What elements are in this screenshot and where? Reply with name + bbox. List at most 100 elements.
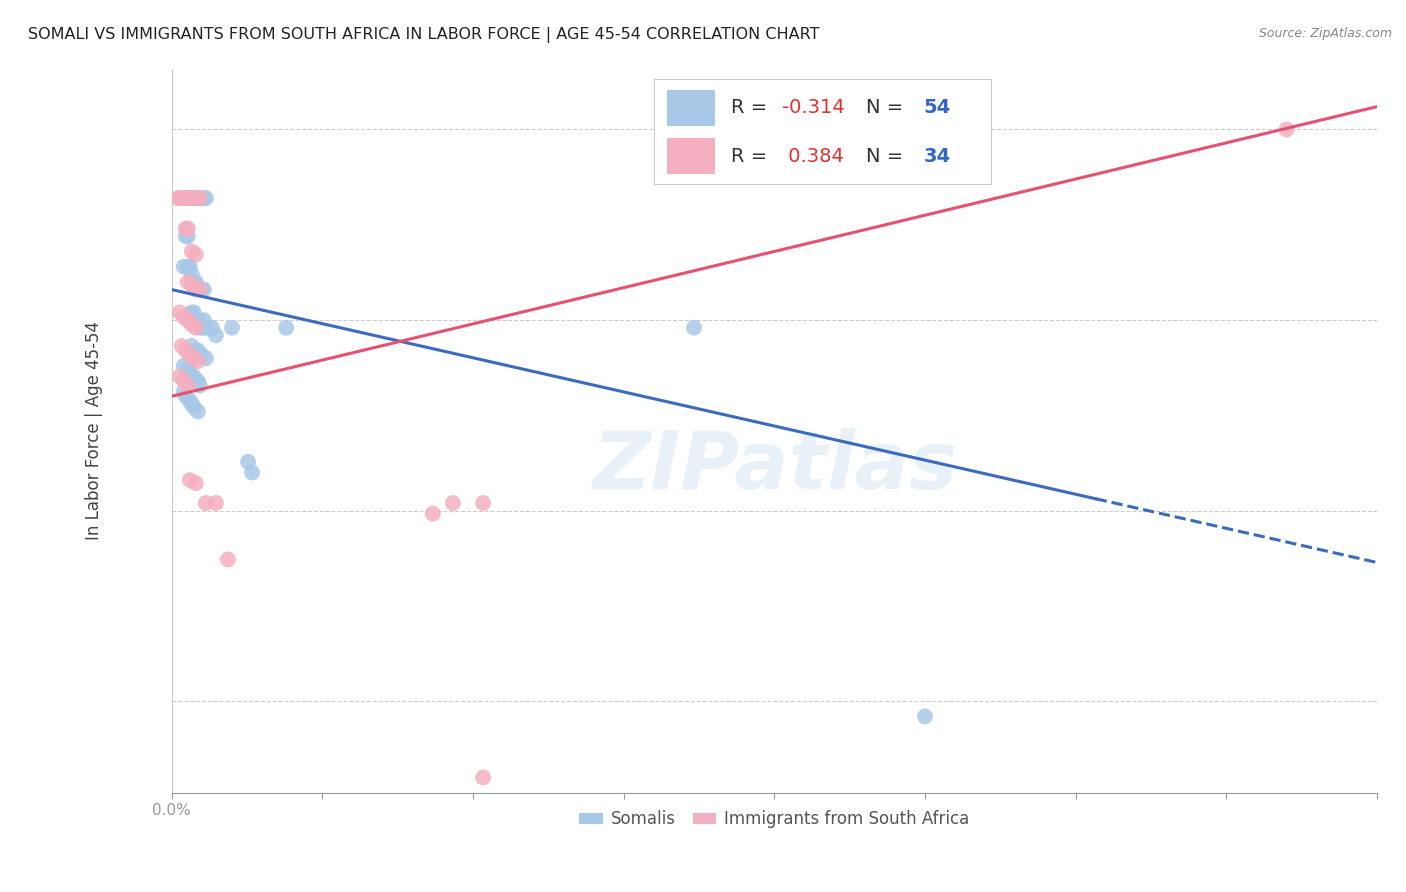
Point bbox=[170, 191, 193, 205]
Point bbox=[173, 310, 195, 324]
Point bbox=[236, 455, 259, 469]
Point bbox=[177, 378, 200, 392]
Point bbox=[194, 191, 217, 205]
Point bbox=[184, 247, 207, 261]
Point bbox=[184, 476, 207, 491]
Point bbox=[188, 191, 211, 205]
Point bbox=[183, 191, 205, 205]
Point bbox=[174, 221, 197, 235]
Point bbox=[184, 320, 207, 334]
Point bbox=[173, 374, 195, 388]
Point bbox=[183, 275, 205, 289]
Point bbox=[188, 283, 211, 297]
Point bbox=[205, 328, 228, 343]
Point bbox=[180, 268, 202, 282]
Point bbox=[174, 191, 197, 205]
Point bbox=[169, 191, 191, 205]
Point bbox=[180, 305, 202, 319]
Point bbox=[173, 260, 195, 274]
Point bbox=[170, 339, 193, 353]
Point bbox=[187, 191, 209, 205]
Point bbox=[188, 378, 211, 392]
Point bbox=[179, 473, 201, 487]
Point bbox=[422, 507, 444, 521]
Point bbox=[177, 362, 200, 376]
Point bbox=[187, 374, 209, 388]
Point bbox=[174, 191, 197, 205]
Point bbox=[183, 305, 205, 319]
Point bbox=[205, 496, 228, 510]
Point bbox=[173, 359, 195, 373]
Point bbox=[177, 229, 200, 244]
Point bbox=[173, 191, 195, 205]
Point bbox=[472, 771, 495, 785]
Point bbox=[179, 393, 201, 408]
Point bbox=[177, 313, 200, 327]
Point bbox=[184, 275, 207, 289]
Point bbox=[183, 369, 205, 384]
Point bbox=[188, 283, 211, 297]
Point bbox=[179, 191, 201, 205]
Point bbox=[240, 466, 263, 480]
Point bbox=[177, 275, 200, 289]
Point bbox=[194, 496, 217, 510]
Text: ZIPatlas: ZIPatlas bbox=[592, 428, 957, 506]
Point bbox=[194, 351, 217, 366]
Point bbox=[201, 320, 224, 334]
Point bbox=[188, 320, 211, 334]
Point bbox=[191, 320, 214, 334]
Point bbox=[177, 260, 200, 274]
Text: Source: ZipAtlas.com: Source: ZipAtlas.com bbox=[1258, 27, 1392, 40]
Text: SOMALI VS IMMIGRANTS FROM SOUTH AFRICA IN LABOR FORCE | AGE 45-54 CORRELATION CH: SOMALI VS IMMIGRANTS FROM SOUTH AFRICA I… bbox=[28, 27, 820, 43]
Point bbox=[276, 320, 298, 334]
Point bbox=[180, 244, 202, 259]
Point bbox=[191, 348, 214, 362]
Point bbox=[194, 320, 217, 334]
Point bbox=[472, 496, 495, 510]
Point bbox=[683, 320, 706, 334]
Point bbox=[170, 191, 193, 205]
Point bbox=[184, 313, 207, 327]
Point bbox=[221, 320, 243, 334]
Point bbox=[174, 229, 197, 244]
Point bbox=[183, 191, 205, 205]
Point bbox=[180, 278, 202, 293]
Point bbox=[183, 351, 205, 366]
Legend: Somalis, Immigrants from South Africa: Somalis, Immigrants from South Africa bbox=[572, 804, 976, 835]
Point bbox=[177, 191, 200, 205]
Point bbox=[183, 400, 205, 414]
Point bbox=[180, 191, 202, 205]
Point bbox=[193, 191, 215, 205]
Point bbox=[1275, 122, 1298, 136]
Point bbox=[197, 320, 219, 334]
Point bbox=[191, 191, 214, 205]
Point bbox=[180, 397, 202, 411]
Point bbox=[179, 348, 201, 362]
Point bbox=[187, 313, 209, 327]
Point bbox=[180, 191, 202, 205]
Point bbox=[187, 404, 209, 418]
Point bbox=[441, 496, 464, 510]
Point bbox=[184, 343, 207, 358]
Point bbox=[174, 389, 197, 403]
Point bbox=[187, 191, 209, 205]
Point bbox=[184, 283, 207, 297]
Point bbox=[179, 367, 201, 381]
Point bbox=[169, 305, 191, 319]
Point bbox=[191, 283, 214, 297]
Point bbox=[179, 191, 201, 205]
Point bbox=[217, 552, 239, 566]
Point bbox=[193, 313, 215, 327]
Point bbox=[177, 221, 200, 235]
Point bbox=[193, 283, 215, 297]
Point bbox=[173, 384, 195, 399]
Point bbox=[187, 354, 209, 368]
Point bbox=[180, 318, 202, 332]
Point bbox=[914, 709, 936, 723]
Y-axis label: In Labor Force | Age 45-54: In Labor Force | Age 45-54 bbox=[86, 321, 103, 540]
Point bbox=[174, 343, 197, 358]
Point bbox=[187, 343, 209, 358]
Point bbox=[166, 191, 188, 205]
Point bbox=[188, 191, 211, 205]
Point bbox=[169, 369, 191, 384]
